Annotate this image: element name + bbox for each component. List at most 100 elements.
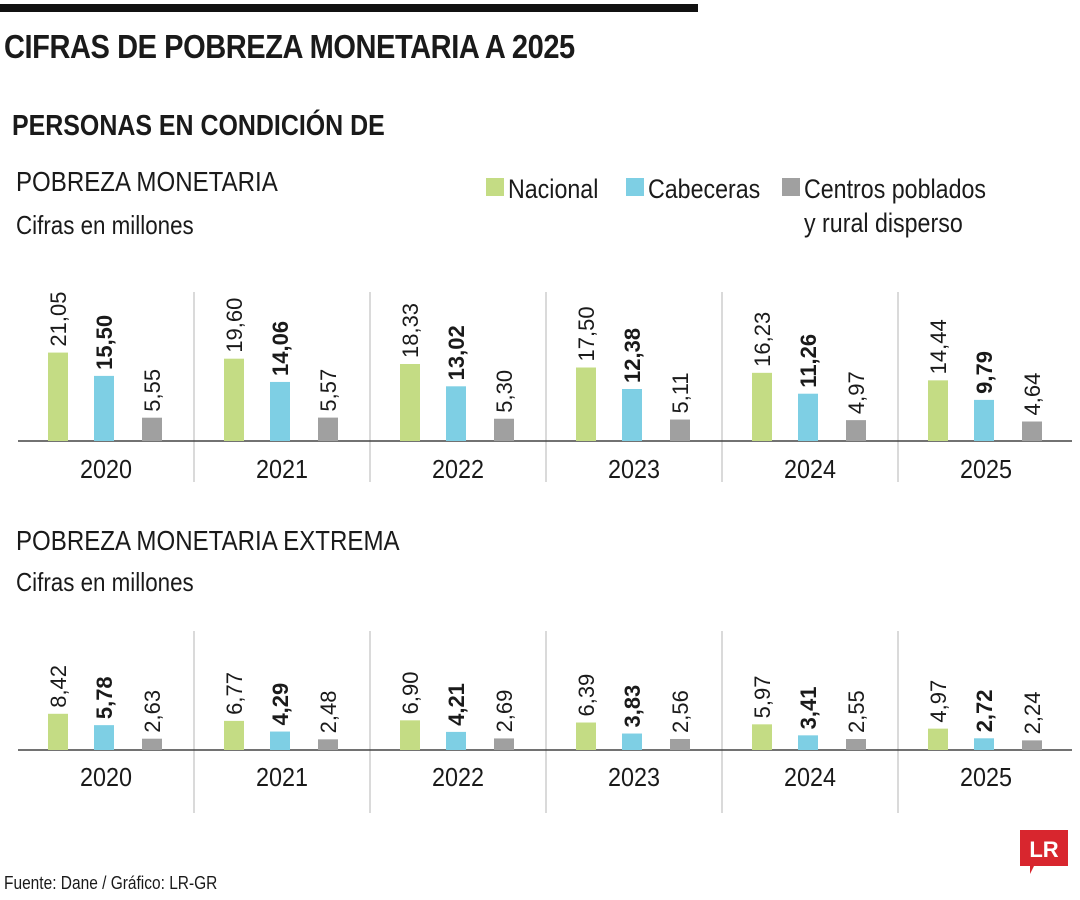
bar: [928, 728, 948, 750]
data-label: 16,23: [750, 312, 775, 367]
data-label: 4,21: [444, 683, 469, 726]
legend-swatch-nacional: [486, 178, 504, 196]
bar: [974, 738, 994, 750]
source-footer: Fuente: Dane / Gráfico: LR-GR: [4, 873, 218, 893]
data-label: 17,50: [574, 306, 599, 361]
category-label: 2024: [784, 762, 836, 792]
legend-swatch-centros: [782, 178, 800, 196]
bar: [142, 738, 162, 750]
bar: [1022, 740, 1042, 750]
category-label: 2022: [432, 454, 484, 484]
bar: [94, 725, 114, 750]
data-label: 15,50: [92, 315, 117, 370]
category-label: 2023: [608, 454, 660, 484]
data-label: 2,63: [140, 690, 165, 733]
data-label: 2,55: [844, 690, 869, 733]
bar: [846, 739, 866, 750]
data-label: 13,02: [444, 325, 469, 380]
bar: [576, 367, 596, 441]
category-label: 2023: [608, 762, 660, 792]
bar: [846, 420, 866, 441]
bar: [94, 375, 114, 441]
legend-label-nacional: Nacional: [508, 174, 599, 204]
data-label: 5,57: [316, 369, 341, 412]
category-label: 2024: [784, 454, 836, 484]
data-label: 19,60: [222, 298, 247, 353]
bar: [622, 733, 642, 750]
bar: [48, 352, 68, 441]
bar: [48, 713, 68, 750]
data-label: 6,39: [574, 674, 599, 717]
data-label: 5,55: [140, 369, 165, 412]
logo-background: [1020, 830, 1068, 874]
bar: [224, 720, 244, 750]
bar: [670, 738, 690, 750]
bar: [1022, 421, 1042, 441]
bar: [446, 731, 466, 750]
data-label: 4,64: [1020, 373, 1045, 416]
legend-swatch-cabeceras: [626, 178, 644, 196]
data-label: 4,97: [844, 371, 869, 414]
bar: [928, 380, 948, 441]
data-label: 8,42: [46, 665, 71, 708]
bar: [798, 393, 818, 441]
data-label: 21,05: [46, 292, 71, 347]
chart-1-title: POBREZA MONETARIA: [16, 166, 278, 197]
bar: [400, 720, 420, 750]
data-label: 5,97: [750, 676, 775, 719]
bar: [622, 389, 642, 441]
chart-pobreza-monetaria-extrema: 8,42 5,78 2,63 2020 6,77 4,29 2,48 2021 6,90 4,21…: [18, 631, 1072, 813]
legend-label-cabeceras: Cabeceras: [648, 174, 761, 204]
data-label: 2,24: [1020, 692, 1045, 735]
chart-1-subtitle: Cifras en millones: [16, 210, 194, 240]
chart-2-title: POBREZA MONETARIA EXTREMA: [16, 525, 400, 556]
bar: [446, 386, 466, 441]
lr-logo: LR: [1020, 830, 1068, 874]
data-label: 9,79: [972, 351, 997, 394]
top-rule: [0, 4, 698, 12]
data-label: 2,56: [668, 690, 693, 733]
bar: [318, 739, 338, 750]
bar: [494, 418, 514, 441]
data-label: 14,44: [926, 319, 951, 374]
category-label: 2021: [256, 762, 308, 792]
data-label: 3,41: [796, 687, 821, 730]
data-label: 12,38: [620, 328, 645, 383]
bar: [798, 735, 818, 750]
chart-2-subtitle: Cifras en millones: [16, 567, 194, 597]
bar: [318, 417, 338, 441]
data-label: 2,69: [492, 690, 517, 733]
logo-text: LR: [1029, 837, 1058, 862]
chart-pobreza-monetaria: 21,05 15,50 5,55 2020 19,60 14,06 5,57 2021 18,3…: [18, 292, 1072, 484]
category-label: 2022: [432, 762, 484, 792]
legend-label-centros: Centros poblados y rural disperso: [804, 174, 987, 238]
page-title: CIFRAS DE POBREZA MONETARIA A 2025: [4, 28, 575, 65]
category-label: 2021: [256, 454, 308, 484]
data-label: 11,26: [796, 334, 821, 388]
bar: [270, 731, 290, 750]
data-label: 6,90: [398, 672, 423, 715]
data-label: 6,77: [222, 672, 247, 715]
data-label: 18,33: [398, 303, 423, 358]
data-label: 3,83: [620, 685, 645, 728]
data-label: 4,29: [268, 683, 293, 726]
bar: [224, 358, 244, 441]
category-label: 2020: [80, 762, 132, 792]
page-subtitle: PERSONAS EN CONDICIÓN DE: [12, 110, 385, 142]
bar: [752, 372, 772, 441]
bar: [576, 722, 596, 750]
bar: [670, 419, 690, 441]
bar: [142, 417, 162, 441]
bar: [270, 381, 290, 441]
category-label: 2025: [960, 454, 1012, 484]
bar: [400, 364, 420, 441]
data-label: 4,97: [926, 680, 951, 723]
legend: Nacional Cabeceras Centros poblados y ru…: [486, 172, 1066, 252]
data-label: 2,72: [972, 689, 997, 732]
data-label: 5,30: [492, 370, 517, 413]
bar: [752, 724, 772, 750]
data-label: 5,78: [92, 676, 117, 719]
bar: [974, 399, 994, 441]
data-label: 5,11: [668, 372, 693, 413]
data-label: 2,48: [316, 691, 341, 734]
